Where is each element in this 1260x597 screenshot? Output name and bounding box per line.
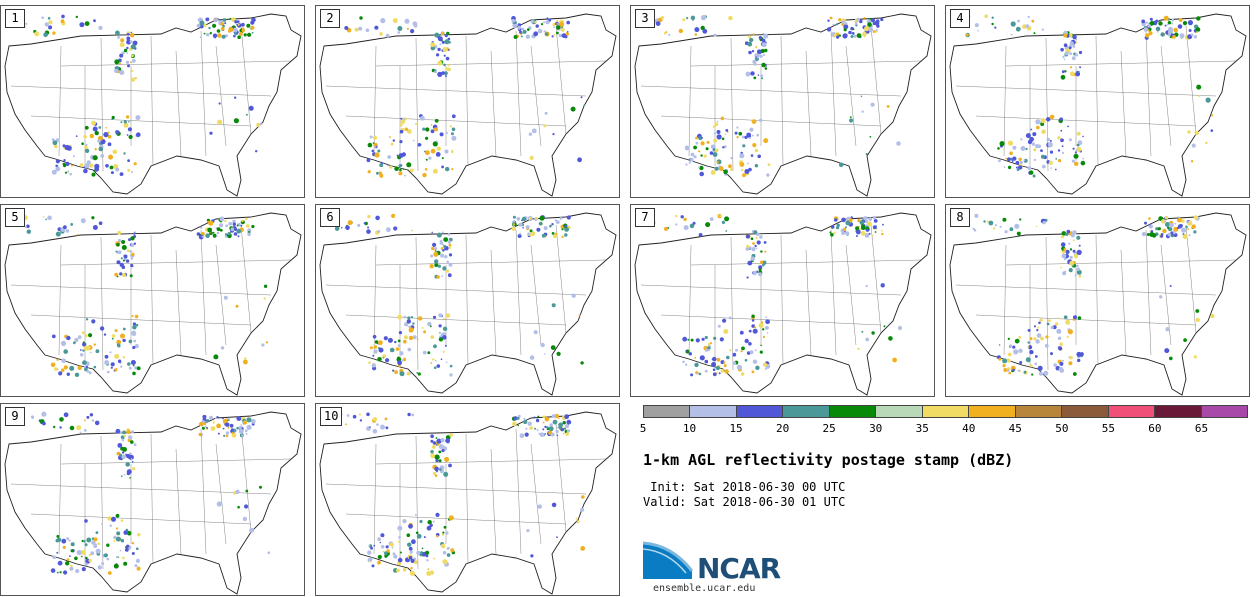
panel-label: 5 [5, 208, 25, 227]
colorbar-tick-label: 65 [1194, 422, 1209, 435]
colorbar-tick-label: 5 [639, 422, 647, 435]
colorbar-swatch [969, 406, 1016, 417]
colorbar-tick-label: 30 [869, 422, 883, 435]
init-time: Init: Sat 2018-06-30 00 UTC [643, 480, 846, 494]
ncar-logo-text: NCAR [697, 552, 781, 585]
ncar-logo-icon [642, 541, 694, 579]
colorbar-swatch [829, 406, 877, 417]
colorbar-swatch [876, 406, 923, 417]
panel-label: 1 [5, 9, 25, 28]
colorbar-swatch [1155, 406, 1202, 417]
panel-member-1: 1 [0, 5, 305, 198]
panel-label: 7 [635, 208, 655, 227]
map-icon [4, 212, 302, 396]
colorbar-tick-label: 55 [1101, 422, 1115, 435]
panel-member-3: 3 [630, 5, 935, 198]
map-icon [949, 13, 1247, 197]
colorbar-swatch [922, 406, 970, 417]
colorbar-tick-label: 25 [822, 422, 836, 435]
map-icon [634, 212, 932, 396]
panel-member-7: 7 [630, 204, 935, 397]
map-icon [4, 411, 302, 595]
colorbar-swatch [644, 406, 691, 417]
colorbar-tick-label: 60 [1148, 422, 1162, 435]
map-icon [319, 411, 617, 595]
colorbar-ticks: 5 10 15 20 25 30 35 40 45 50 55 60 65 [639, 422, 1248, 436]
colorbar-tick-label: 45 [1008, 422, 1022, 435]
map-icon [949, 212, 1247, 396]
map-icon [319, 13, 617, 197]
colorbar-tick-label: 15 [729, 422, 743, 435]
colorbar-tick-label: 20 [775, 422, 790, 435]
panel-label: 6 [320, 208, 340, 227]
colorbar-swatch [1108, 406, 1156, 417]
panel-label: 4 [950, 9, 970, 28]
colorbar-swatch [1015, 406, 1063, 417]
map-icon [319, 212, 617, 396]
panel-label: 2 [320, 9, 340, 28]
colorbar-swatch [1062, 406, 1109, 417]
colorbar-swatch [690, 406, 737, 417]
colorbar-swatch [1201, 406, 1248, 417]
map-icon [634, 13, 932, 197]
figure-title: 1-km AGL reflectivity postage stamp (dBZ… [643, 451, 1014, 469]
panel-member-10: 10 [315, 403, 620, 596]
valid-time: Valid: Sat 2018-06-30 01 UTC [643, 495, 846, 509]
colorbar-swatch [736, 406, 784, 417]
colorbar-tick-label: 50 [1055, 422, 1069, 435]
panel-member-8: 8 [945, 204, 1250, 397]
panel-member-5: 5 [0, 204, 305, 397]
colorbar-tick-label: 10 [682, 422, 697, 435]
panel-member-2: 2 [315, 5, 620, 198]
panel-label: 9 [5, 407, 25, 426]
site-url: ensemble.ucar.edu [653, 583, 756, 594]
panel-label: 10 [320, 407, 343, 426]
panel-member-4: 4 [945, 5, 1250, 198]
colorbar-tick-label: 35 [915, 422, 929, 435]
colorbar-tick-label: 40 [962, 422, 976, 435]
colorbar [643, 405, 1248, 418]
panel-label: 8 [950, 208, 970, 227]
panel-label: 3 [635, 9, 655, 28]
panel-member-6: 6 [315, 204, 620, 397]
map-icon [4, 13, 302, 197]
colorbar-swatch [783, 406, 830, 417]
panel-member-9: 9 [0, 403, 305, 596]
